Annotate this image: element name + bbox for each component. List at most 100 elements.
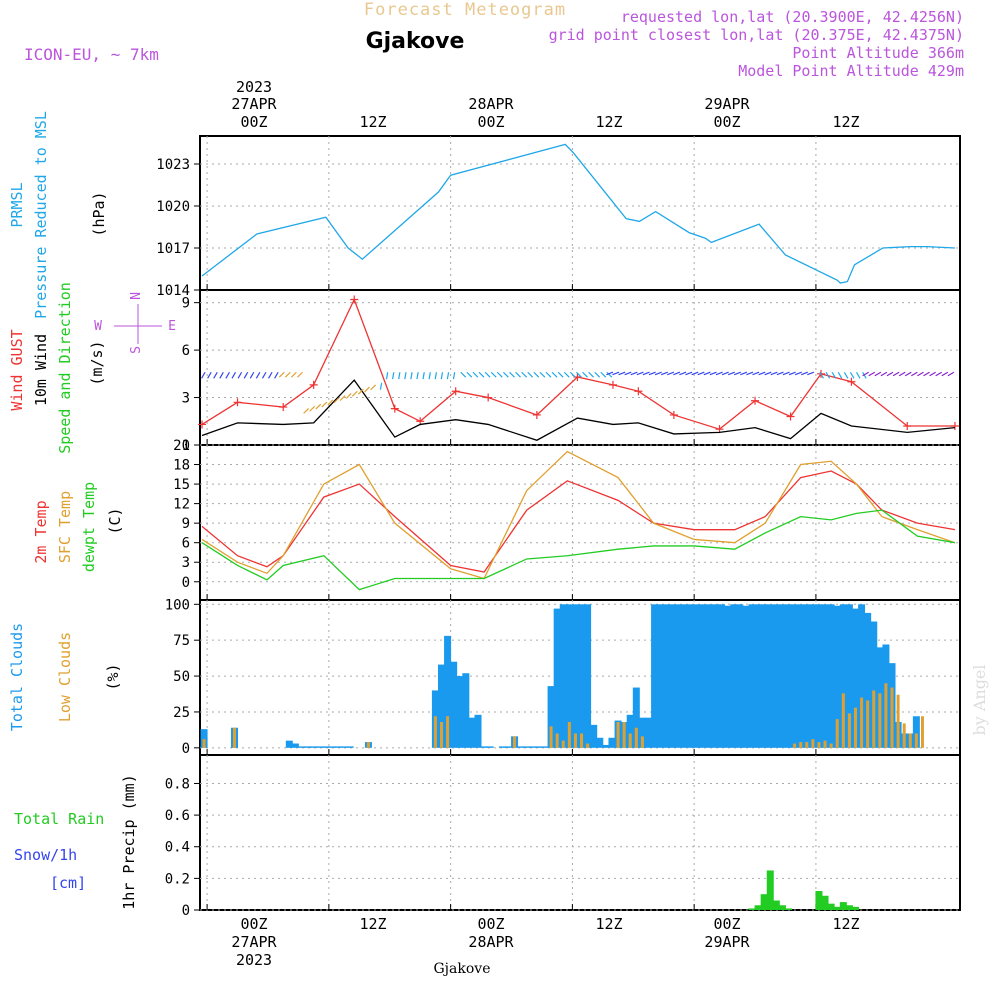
clouds-bar-0-22 xyxy=(462,673,470,748)
wind-arrow-28 xyxy=(231,371,237,379)
wind-arrow-412 xyxy=(618,371,626,376)
precip-bar-0-5 xyxy=(778,905,786,910)
clouds-bar-0-72 xyxy=(772,604,780,748)
clouds-bar-1-86 xyxy=(860,697,864,748)
bottom-time-2: 00Z xyxy=(477,915,504,933)
gust-marker-4 xyxy=(350,295,359,304)
wind-arrow-640 xyxy=(855,371,861,379)
clouds-bar-0-54 xyxy=(663,604,671,748)
precip-bar-0-2 xyxy=(760,894,768,910)
clouds-bar-0-85 xyxy=(851,608,859,748)
temperature-ytick-label-3: 9 xyxy=(182,516,190,532)
pressure-title: Pressure Reduced to MSL xyxy=(32,111,50,319)
wind-arrow-466 xyxy=(673,371,681,376)
wind-unit: (m/s) xyxy=(88,340,106,385)
clouds-bar-0-27 xyxy=(498,746,506,748)
total-clouds-label: Total Clouds xyxy=(8,623,26,731)
wind-arrow-304 xyxy=(515,371,521,378)
clouds-bar-0-88 xyxy=(870,621,878,748)
wind-arrow-310 xyxy=(521,371,528,378)
wind-panel: 0 3 6 9 xyxy=(182,289,961,454)
wind-arrow-262 xyxy=(472,371,479,378)
wind-arrow-496 xyxy=(703,371,711,376)
wind-gust-label: Wind GUST xyxy=(8,329,26,410)
precip-bar-0-0 xyxy=(748,908,756,910)
precip-ytick-label-2: 0.4 xyxy=(165,840,190,856)
clouds-bar-0-38 xyxy=(565,604,573,748)
wind-arrow-586 xyxy=(794,371,802,376)
clouds-bar-0-51 xyxy=(644,717,652,748)
temperature-ytick-label-0: 0 xyxy=(182,575,190,591)
temp-dewpt-label: dewpt Temp xyxy=(80,482,98,572)
compass-e: E xyxy=(168,319,176,334)
wind-arrow-394 xyxy=(606,371,613,378)
top-date-0: 27APR xyxy=(231,95,277,113)
wind-arrow-34 xyxy=(237,371,243,379)
wind-10m-label: 10m Wind xyxy=(32,334,50,406)
wind-series-0 xyxy=(201,297,955,430)
top-date-2: 28APR xyxy=(468,95,514,113)
wind-arrow-274 xyxy=(484,371,491,378)
clouds-bar-1-38 xyxy=(567,721,571,748)
wind-arrow-94 xyxy=(297,371,303,378)
clouds-bar-0-68 xyxy=(748,604,756,748)
wind-arrow-688 xyxy=(898,371,906,377)
location-title: Gjakove xyxy=(366,29,465,54)
clouds-bar-0-50 xyxy=(638,717,646,748)
temperature-ytick-label-2: 6 xyxy=(182,536,190,552)
wind-arrow-616 xyxy=(831,371,837,379)
clouds-bar-0-0 xyxy=(200,729,208,748)
cloud-unit: (%) xyxy=(104,663,122,690)
precip-bar-0-15 xyxy=(851,906,859,910)
clouds-bar-0-58 xyxy=(687,604,695,748)
wind-arrow-628 xyxy=(843,371,849,379)
clouds-bar-0-9 xyxy=(310,746,318,748)
wind-arrow-322 xyxy=(533,371,540,378)
wind-arrow-556 xyxy=(764,371,772,376)
clouds-bar-1-79 xyxy=(817,742,821,748)
wind-arrow-124 xyxy=(327,399,334,406)
clouds-bar-0-13 xyxy=(334,746,342,748)
wind-arrow-238 xyxy=(446,372,450,380)
wind-arrow-694 xyxy=(904,371,912,377)
wind-arrow-10 xyxy=(213,371,218,379)
credit-label: by Angel xyxy=(970,664,989,735)
wind-arrow-610 xyxy=(825,371,831,379)
clouds-bar-1-41 xyxy=(586,743,590,748)
bottom-time-0: 00Z xyxy=(240,915,267,933)
clouds-bar-0-63 xyxy=(718,604,726,748)
wind-arrow-286 xyxy=(496,371,503,378)
wind-arrow-280 xyxy=(490,371,497,378)
temperature-series-0 xyxy=(201,470,956,573)
pressure-series-label: PRMSL xyxy=(8,182,26,227)
wind-arrow-88 xyxy=(291,371,297,378)
wind-arrow-664 xyxy=(874,371,882,377)
clouds-bar-1-18 xyxy=(439,721,443,748)
bottom-time-axis: 00Z 27APR 2023 12Z 00Z 28APR 12Z 00Z 29A… xyxy=(231,915,859,969)
wind-arrow-454 xyxy=(660,371,668,376)
wind-arrow-268 xyxy=(478,371,485,378)
clouds-bar-0-69 xyxy=(754,604,762,748)
temperature-series-1 xyxy=(201,450,956,580)
temperature-ytick-label-7: 21 xyxy=(173,438,190,454)
wind-arrow-484 xyxy=(691,371,699,376)
clouds-bar-0-81 xyxy=(827,604,835,748)
gust-marker-13 xyxy=(669,410,678,419)
wind-arrow-208 xyxy=(416,372,419,380)
wind-arrow-52 xyxy=(255,371,261,379)
wind-arrow-58 xyxy=(261,371,267,379)
wind-arrow-112 xyxy=(315,403,322,410)
clouds-bar-0-73 xyxy=(778,604,786,748)
clouds-bar-0-56 xyxy=(675,604,683,748)
pressure-series-0 xyxy=(201,143,955,284)
compass-w: W xyxy=(94,319,102,334)
clouds-bar-1-48 xyxy=(628,733,632,748)
precip-ytick-label-1: 0.2 xyxy=(165,871,190,887)
temperature-ytick-label-1: 3 xyxy=(182,555,190,571)
clouds-bar-0-43 xyxy=(596,737,604,748)
wind-arrow-418 xyxy=(624,371,632,376)
wind-arrow-346 xyxy=(557,371,564,378)
wind-arrow-22 xyxy=(225,371,230,379)
clouds-bar-0-23 xyxy=(468,717,476,748)
